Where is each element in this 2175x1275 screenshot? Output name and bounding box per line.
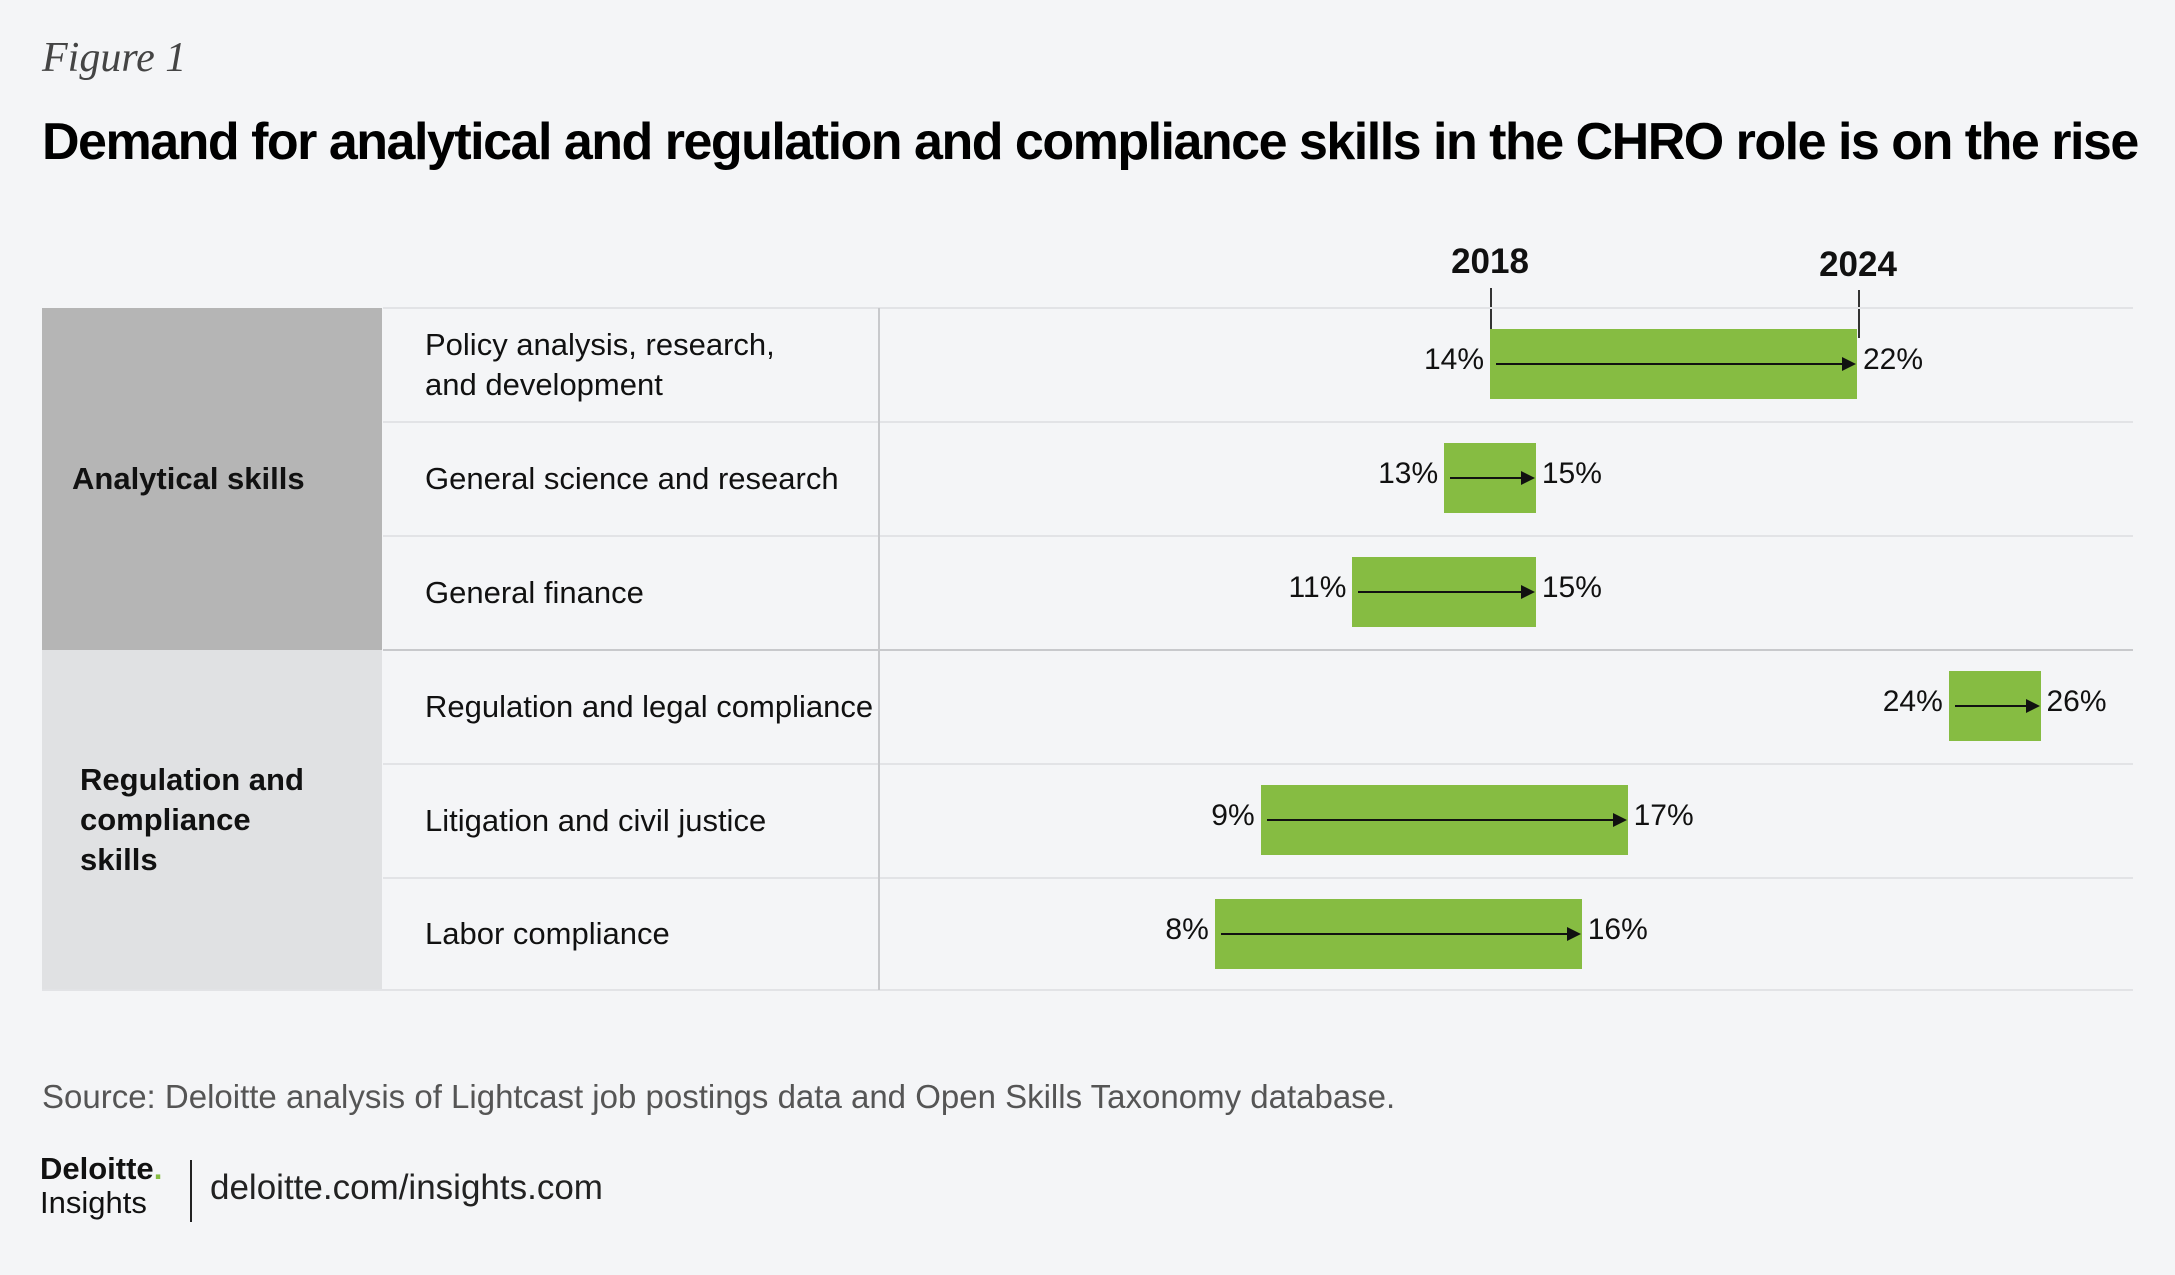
chart-row: 13% 15% [880, 422, 2133, 536]
chart-row: 24% 26% [880, 650, 2133, 764]
category-label: General science and research [425, 461, 839, 496]
tick-2018 [1490, 288, 1492, 338]
arrow-head-icon [1520, 471, 1535, 485]
group-divider [383, 649, 2133, 651]
legend-2018: 2018 [1451, 242, 1529, 281]
category-label: Labor compliance [425, 916, 670, 951]
group-regulation: Regulation and compliance skills [42, 650, 382, 990]
chart-row: 14% 22% [880, 308, 2133, 422]
chart-title: Demand for analytical and regulation and… [42, 113, 2139, 171]
category-label: Litigation and civil justice [425, 803, 767, 838]
value-label-2024: 17% [1633, 799, 1694, 832]
row-divider [383, 307, 2133, 309]
arrow-line [1496, 363, 1845, 365]
row-divider [383, 763, 2133, 765]
value-label-2018: 24% [1882, 685, 1943, 718]
arrow-line [1220, 933, 1570, 935]
arrow-head-icon [1612, 813, 1627, 827]
category-label: General finance [425, 575, 644, 610]
chart-row: 11% 15% [880, 536, 2133, 650]
row-divider [42, 989, 2133, 991]
value-label-2018: 13% [1378, 457, 1439, 490]
row-divider [383, 421, 2133, 423]
group-label-regulation: Regulation and compliance skills [80, 762, 304, 877]
arrow-head-icon [1566, 927, 1581, 941]
footer-url[interactable]: deloitte.com/insights.com [210, 1168, 603, 1207]
value-label-2024: 22% [1863, 343, 1924, 376]
value-label-2018: 9% [1211, 799, 1255, 832]
value-label-2024: 15% [1541, 457, 1602, 490]
value-label-2018: 14% [1423, 343, 1484, 376]
arrow-head-icon [2025, 699, 2040, 713]
category-label: Regulation and legal compliance [425, 689, 874, 724]
row-divider [383, 535, 2133, 537]
tick-2024 [1858, 290, 1860, 338]
chart-row: 9% 17% [880, 764, 2133, 878]
chart-row: 8% 16% [880, 878, 2133, 992]
deloitte-insights-logo: Deloitte. Insights [40, 1151, 163, 1220]
arrow-head-icon [1842, 357, 1856, 371]
value-label-2024: 15% [1541, 571, 1602, 604]
value-label-2024: 16% [1587, 913, 1648, 946]
legend-2024: 2024 [1819, 245, 1897, 284]
group-analytical: Analytical skills [42, 308, 382, 650]
row-divider [383, 877, 2133, 879]
category-label: Policy analysis, research, and developme… [425, 327, 775, 402]
footer-separator [190, 1160, 192, 1222]
arrow-line [1450, 477, 1524, 479]
arrow-line [1358, 591, 1524, 593]
source-note: Source: Deloitte analysis of Lightcast j… [42, 1078, 1396, 1115]
figure-label: Figure 1 [42, 35, 187, 81]
arrow-line [1954, 705, 2029, 707]
arrow-head-icon [1520, 585, 1535, 599]
value-label-2018: 8% [1165, 913, 1209, 946]
arrow-line [1266, 819, 1616, 821]
group-label-analytical: Analytical skills [72, 461, 305, 496]
value-label-2024: 26% [2046, 685, 2107, 718]
value-label-2018: 11% [1288, 571, 1347, 604]
column-divider [878, 308, 880, 990]
